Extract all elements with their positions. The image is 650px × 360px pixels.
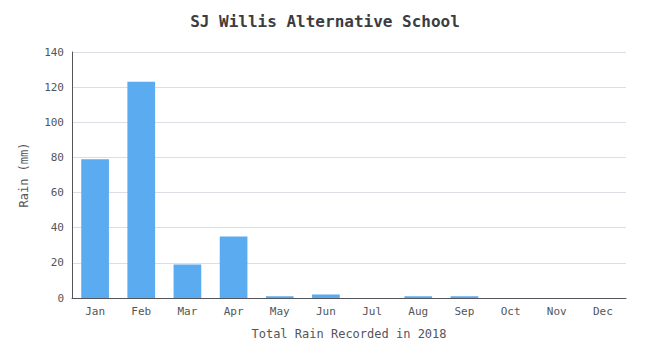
- svg-text:Dec: Dec: [593, 305, 613, 318]
- svg-text:Jul: Jul: [362, 305, 382, 318]
- svg-text:20: 20: [51, 256, 64, 269]
- svg-text:Sep: Sep: [454, 305, 474, 318]
- svg-text:Rain (mm): Rain (mm): [17, 142, 31, 207]
- svg-text:Aug: Aug: [408, 305, 428, 318]
- svg-text:140: 140: [44, 46, 64, 59]
- svg-text:40: 40: [51, 221, 64, 234]
- svg-text:0: 0: [57, 292, 64, 305]
- svg-text:Jan: Jan: [85, 305, 105, 318]
- svg-text:Feb: Feb: [131, 305, 151, 318]
- svg-text:Nov: Nov: [547, 305, 567, 318]
- svg-text:SJ Willis Alternative School: SJ Willis Alternative School: [190, 12, 460, 31]
- svg-text:100: 100: [44, 116, 64, 129]
- svg-text:80: 80: [51, 151, 64, 164]
- svg-text:May: May: [270, 305, 290, 318]
- svg-text:120: 120: [44, 81, 64, 94]
- svg-text:Jun: Jun: [316, 305, 336, 318]
- svg-text:Mar: Mar: [177, 305, 197, 318]
- svg-text:Apr: Apr: [224, 305, 244, 318]
- svg-text:Total Rain Recorded in 2018: Total Rain Recorded in 2018: [251, 327, 446, 341]
- svg-text:Oct: Oct: [501, 305, 521, 318]
- svg-text:60: 60: [51, 186, 64, 199]
